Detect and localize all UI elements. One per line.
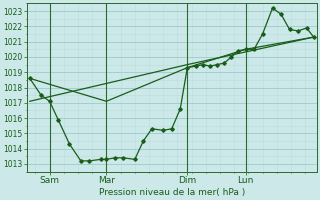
X-axis label: Pression niveau de la mer( hPa ): Pression niveau de la mer( hPa ) <box>99 188 245 197</box>
